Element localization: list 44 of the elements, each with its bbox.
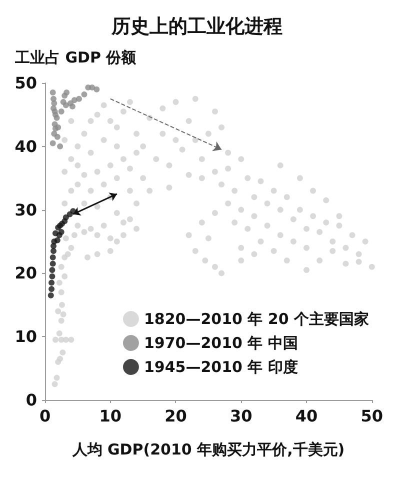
point	[48, 286, 55, 292]
point	[55, 124, 62, 130]
point	[54, 114, 60, 121]
point	[57, 143, 64, 150]
point	[48, 292, 54, 298]
point	[64, 90, 70, 96]
y-axis-title: 工业占 GDP 份额	[14, 48, 138, 66]
point	[89, 84, 96, 90]
point	[76, 96, 82, 102]
point	[50, 140, 56, 146]
y-tick-label: 20	[14, 264, 37, 283]
x-tick-label: 40	[295, 406, 318, 426]
point	[69, 103, 76, 110]
point	[54, 237, 60, 244]
legend-label: 1945—2010 年 印度	[144, 358, 298, 376]
point	[62, 102, 69, 108]
y-tick-label: 40	[14, 136, 37, 156]
y-tick-label: 30	[14, 200, 37, 220]
point	[81, 91, 88, 98]
point	[49, 273, 56, 280]
x-tick-label: 20	[164, 406, 187, 426]
y-tick-label: 0	[26, 390, 37, 410]
legend-label: 1970—2010 年 中国	[144, 334, 298, 352]
x-axis-title: 人均 GDP(2010 年购买力平价,千美元)	[71, 440, 345, 458]
x-tick-label: 10	[99, 406, 122, 426]
point	[50, 90, 56, 96]
point	[54, 134, 60, 140]
point	[50, 260, 56, 267]
point	[48, 280, 55, 286]
point	[50, 248, 56, 254]
y-tick-label: 50	[14, 74, 37, 92]
point	[58, 228, 64, 235]
point	[49, 267, 56, 274]
point	[51, 100, 58, 106]
x-tick-label: 0	[39, 406, 51, 426]
legend-label: 1820—2010 年 20 个主要国家	[144, 310, 370, 328]
chart-title: 历史上的工业化进程	[110, 16, 282, 38]
x-tick-label: 30	[230, 406, 252, 426]
y-tick-label: 10	[14, 327, 37, 346]
point	[50, 254, 56, 260]
point	[94, 86, 100, 92]
point	[58, 108, 64, 115]
x-tick-label: 50	[360, 406, 383, 426]
point	[62, 214, 69, 220]
